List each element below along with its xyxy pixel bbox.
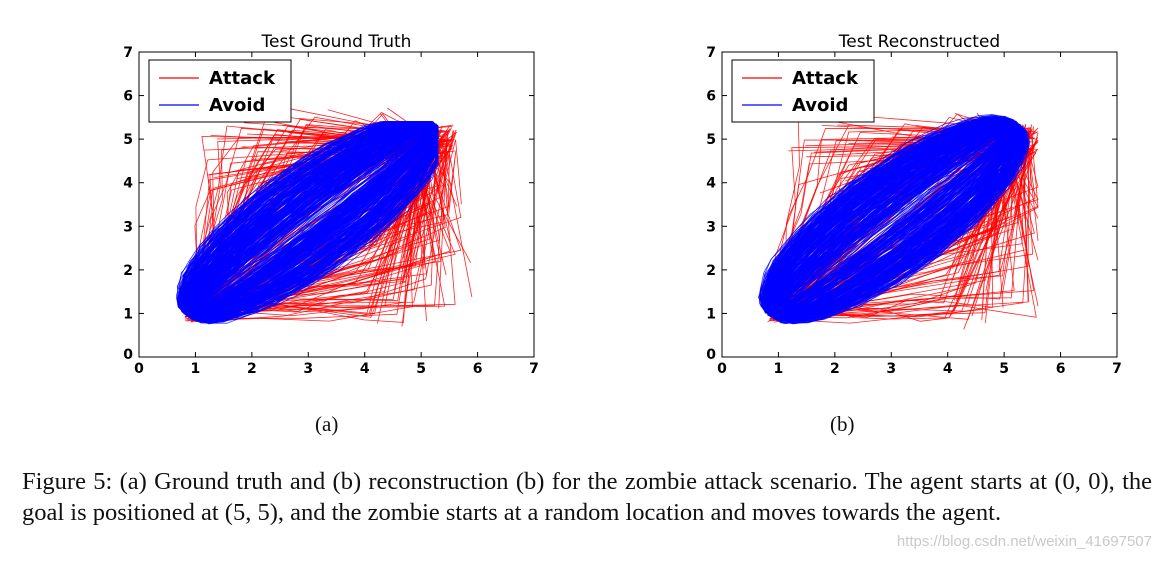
axes-frame [138, 51, 535, 358]
attack-trajectory [202, 139, 450, 322]
x-tick-label: 6 [1056, 361, 1066, 377]
y-tick-label: 3 [706, 219, 716, 235]
avoid-trajectory [764, 119, 1029, 322]
y-tick-label: 2 [123, 263, 133, 279]
avoid-trajectory [760, 116, 1019, 317]
ticks: 0 1 2 3 4 5 6 7 0 1 2 3 4 5 6 7 [123, 45, 539, 377]
legend-label-avoid: Avoid [792, 95, 848, 116]
avoid-trajectory [772, 125, 1023, 319]
y-tick-label: 4 [123, 176, 133, 192]
x-tick-label: 2 [830, 361, 840, 377]
chart-title: Test Ground Truth [261, 32, 412, 52]
avoid-trajectory [766, 121, 1017, 315]
avoid-trajectory [773, 126, 1024, 320]
figure-caption: Figure 5: (a) Ground truth and (b) recon… [22, 468, 1152, 526]
chart-title: Test Reconstructed [838, 32, 1000, 52]
y-tick-label: 2 [706, 263, 716, 279]
legend-label-avoid: Avoid [209, 95, 265, 116]
y-tick-label: 7 [123, 45, 133, 61]
y-tick-label: 4 [706, 176, 716, 192]
avoid-trajectory [775, 127, 1024, 321]
avoid-trajectory [184, 122, 434, 317]
x-tick-label: 6 [473, 361, 483, 377]
x-tick-label: 2 [247, 361, 257, 377]
x-tick-label: 1 [191, 361, 201, 377]
x-tick-label: 0 [134, 361, 144, 377]
avoid-trajectory [773, 127, 1023, 319]
attack-trajectory [204, 154, 472, 316]
x-tick-label: 1 [774, 361, 784, 377]
legend-label-attack: Attack [792, 68, 859, 89]
y-tick-label: 1 [706, 306, 716, 322]
y-tick-label: 1 [123, 306, 133, 322]
x-tick-label: 3 [886, 361, 896, 377]
avoid-trajectory [178, 121, 436, 316]
y-tick-label: 0 [706, 347, 716, 363]
y-tick-label: 5 [706, 132, 716, 148]
y-tick-label: 3 [123, 219, 133, 235]
avoid-trajectory [764, 120, 1024, 319]
legend-label-attack: Attack [209, 68, 276, 89]
x-tick-label: 0 [717, 361, 727, 377]
watermark: https://blog.csdn.net/weixin_41697507 [896, 533, 1152, 550]
y-tick-label: 6 [706, 89, 716, 105]
y-tick-label: 6 [123, 89, 133, 105]
x-tick-label: 4 [360, 361, 370, 377]
sublabel-a: (a) [315, 412, 339, 436]
y-tick-label: 5 [123, 132, 133, 148]
avoid-trajectory [768, 122, 1017, 316]
legend: Attack Avoid [731, 59, 875, 123]
avoid-trajectory [771, 122, 1017, 314]
avoid-trajectory [179, 121, 439, 318]
avoid-trajectory [188, 124, 439, 318]
avoid-trajectory [762, 119, 1018, 313]
sublabel-b: (b) [830, 412, 855, 436]
legend: Attack Avoid [148, 59, 292, 123]
axes-frame [721, 51, 1118, 358]
attack-trajectory [190, 131, 448, 322]
avoid-trajectory [769, 123, 1019, 316]
plot-b: 0 1 2 3 4 5 6 7 0 1 2 3 4 5 6 7 Test Reconstructed Attack… [706, 32, 1122, 377]
series-avoid [176, 121, 440, 325]
attack-trajectory [201, 137, 428, 327]
y-tick-label: 7 [706, 45, 716, 61]
avoid-trajectory [770, 124, 1020, 319]
avoid-trajectory [184, 121, 438, 321]
x-tick-label: 7 [1112, 361, 1122, 377]
avoid-trajectory [188, 125, 439, 318]
plot-area [176, 107, 473, 327]
avoid-trajectory [183, 121, 437, 318]
plot-area [757, 112, 1039, 330]
x-tick-label: 5 [999, 361, 1009, 377]
avoid-trajectory [772, 125, 1020, 317]
x-tick-label: 5 [416, 361, 426, 377]
series-avoid [757, 114, 1031, 325]
avoid-trajectory [190, 128, 439, 321]
x-tick-label: 7 [529, 361, 539, 377]
avoid-trajectory [765, 118, 1018, 312]
x-tick-label: 3 [303, 361, 313, 377]
y-tick-label: 0 [123, 347, 133, 363]
ticks: 0 1 2 3 4 5 6 7 0 1 2 3 4 5 6 7 [706, 45, 1122, 377]
x-tick-label: 4 [943, 361, 953, 377]
